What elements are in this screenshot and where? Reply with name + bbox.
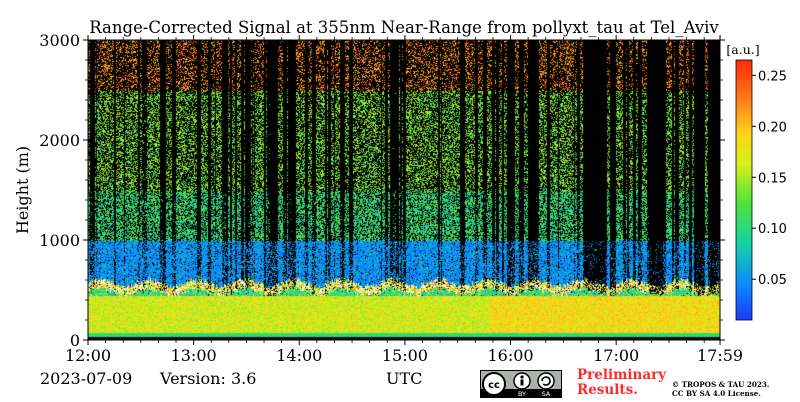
colorbar: [a.u.] 0.05 0.10 0.15 0.20 0.25 bbox=[726, 42, 787, 321]
plot-frame bbox=[87, 39, 721, 341]
colorbar-gradient bbox=[735, 59, 753, 321]
x-axis-label: UTC bbox=[386, 369, 423, 388]
cc-by-sa-icon: cc BY SA bbox=[480, 370, 562, 398]
preliminary-line-1: Preliminary bbox=[577, 367, 667, 383]
x-tick: 13:00 bbox=[171, 35, 217, 365]
colorbar-tick: 0.20 bbox=[752, 120, 787, 135]
x-tick-label: 17:00 bbox=[593, 346, 639, 365]
y-tick: 0 bbox=[70, 331, 725, 350]
x-tick-label: 14:00 bbox=[276, 346, 322, 365]
copyright-line-1: © TROPOS & TAU 2023. bbox=[672, 380, 770, 389]
x-tick: 15:00 bbox=[382, 35, 428, 365]
colorbar-tick-label: 0.25 bbox=[758, 69, 787, 84]
x-tick: 17:59 bbox=[697, 35, 743, 365]
x-tick: 17:00 bbox=[593, 35, 639, 365]
colorbar-tick-label: 0.20 bbox=[758, 120, 787, 135]
heatmap-image bbox=[88, 40, 720, 340]
x-tick: 14:00 bbox=[276, 35, 322, 365]
y-axis: 0 1000 2000 3000 bbox=[39, 31, 725, 350]
colorbar-tick: 0.10 bbox=[752, 222, 787, 237]
cc-by-label: BY bbox=[518, 390, 526, 398]
colorbar-tick-label: 0.10 bbox=[758, 222, 787, 237]
x-tick-label: 17:59 bbox=[697, 346, 743, 365]
svg-text:cc: cc bbox=[488, 380, 500, 391]
x-tick: 12:00 bbox=[65, 35, 111, 365]
x-tick: 16:00 bbox=[487, 35, 534, 365]
y-axis-label: Height (m) bbox=[13, 146, 32, 234]
cc-sa-label: SA bbox=[542, 390, 551, 398]
date-label: 2023-07-09 bbox=[40, 369, 133, 388]
copyright-notice: © TROPOS & TAU 2023. CC BY SA 4.0 Licens… bbox=[672, 380, 769, 398]
preliminary-notice: Preliminary Results. bbox=[577, 368, 666, 398]
colorbar-tick: 0.25 bbox=[752, 69, 787, 84]
x-tick-label: 13:00 bbox=[171, 346, 217, 365]
heatmap-area bbox=[88, 40, 720, 340]
colorbar-ticks: 0.05 0.10 0.15 0.20 0.25 bbox=[752, 69, 787, 288]
x-tick-label: 16:00 bbox=[487, 346, 533, 365]
copyright-line-2: CC BY SA 4.0 License. bbox=[672, 389, 761, 398]
colorbar-label: [a.u.] bbox=[726, 42, 759, 57]
y-tick: 1000 bbox=[39, 231, 725, 250]
version-label: Version: 3.6 bbox=[160, 369, 257, 388]
y-tick-label: 2000 bbox=[39, 131, 80, 150]
y-tick-label: 1000 bbox=[39, 231, 80, 250]
chart-title: Range-Corrected Signal at 355nm Near-Ran… bbox=[89, 18, 719, 37]
y-tick-label: 0 bbox=[70, 331, 80, 350]
colorbar-tick-label: 0.15 bbox=[758, 171, 787, 186]
y-tick: 3000 bbox=[39, 31, 725, 50]
x-tick-label: 12:00 bbox=[65, 346, 111, 365]
preliminary-line-2: Results. bbox=[577, 382, 638, 398]
y-tick-label: 3000 bbox=[39, 31, 80, 50]
colorbar-tick: 0.05 bbox=[752, 273, 787, 288]
y-tick: 2000 bbox=[39, 131, 725, 150]
colorbar-tick: 0.15 bbox=[752, 171, 787, 186]
x-tick-label: 15:00 bbox=[382, 346, 428, 365]
colorbar-tick-label: 0.05 bbox=[758, 273, 787, 288]
x-axis: 12:00 13:00 14:00 15:00 16:00 17:00 17:59 bbox=[65, 35, 743, 365]
